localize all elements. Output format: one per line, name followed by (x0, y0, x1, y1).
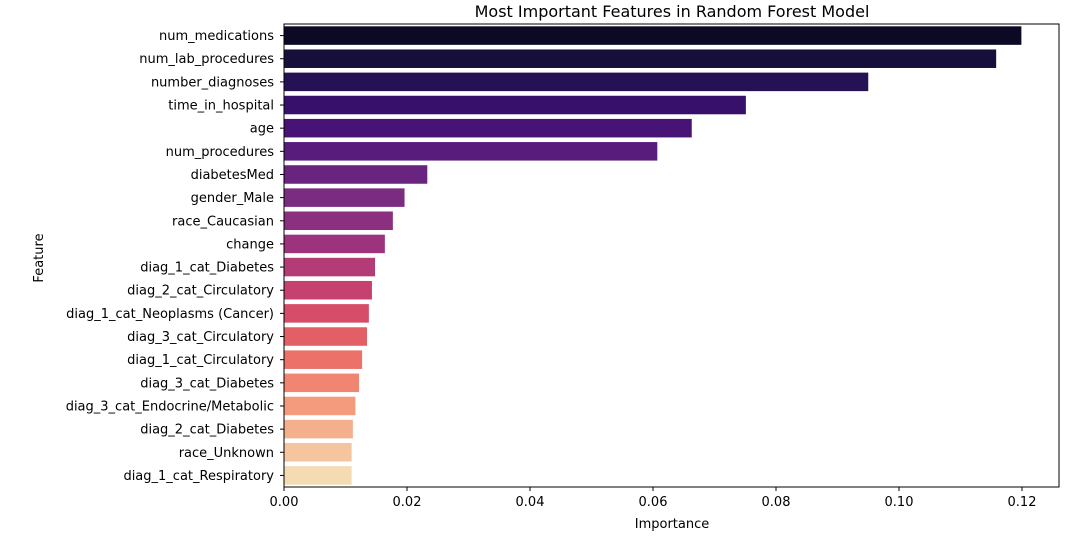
y-tick-label: diag_3_cat_Endocrine/Metabolic (66, 399, 274, 414)
plot-frame (283, 23, 1060, 488)
bar (284, 188, 405, 207)
y-tick-label: time_in_hospital (168, 99, 274, 114)
bar (284, 234, 385, 254)
y-tick-label: num_medications (159, 29, 274, 44)
bar (284, 95, 746, 115)
bar (284, 466, 352, 485)
bar (284, 396, 356, 416)
bar (284, 327, 368, 346)
x-tick-labels: 0.00 0.02 0.04 0.06 0.08 0.10 0.12 (270, 487, 1037, 510)
bar (284, 304, 369, 323)
y-tick-label: diag_1_cat_Circulatory (127, 353, 274, 368)
y-tick-label: diag_3_cat_Circulatory (127, 330, 274, 345)
y-tick-label: change (226, 237, 274, 252)
y-tick-label: diag_1_cat_Respiratory (123, 469, 274, 484)
y-tick-label: diag_2_cat_Circulatory (127, 284, 274, 299)
x-tick-label: 0.12 (1008, 495, 1037, 510)
bar (284, 373, 360, 393)
y-tick-label: diag_1_cat_Diabetes (140, 261, 274, 276)
y-tick-label: gender_Male (191, 191, 274, 206)
y-tick-label: race_Caucasian (172, 214, 274, 229)
x-tick-label: 0.02 (393, 495, 422, 510)
x-tick-label: 0.10 (885, 495, 914, 510)
x-tick-label: 0.06 (639, 495, 668, 510)
bar (284, 211, 393, 231)
bar (284, 257, 376, 277)
bar (284, 49, 997, 68)
x-tick-label: 0.04 (516, 495, 545, 510)
y-tick-label: diag_2_cat_Diabetes (140, 423, 274, 438)
bar (284, 142, 658, 161)
bar (284, 350, 363, 369)
y-tick-label: number_diagnoses (151, 75, 274, 90)
y-tick-label: race_Unknown (179, 446, 274, 461)
bars-group (284, 26, 1022, 485)
bar (284, 443, 352, 462)
y-tick-labels: num_medications num_lab_procedures number_… (66, 29, 284, 484)
y-tick-label: num_lab_procedures (139, 52, 274, 67)
x-tick-label: 0.08 (762, 495, 791, 510)
bar (284, 419, 353, 439)
bar (284, 72, 869, 92)
y-tick-label: diabetesMed (191, 168, 274, 183)
y-tick-label: diag_1_cat_Neoplasms (Cancer) (66, 307, 274, 322)
y-tick-label: num_procedures (166, 145, 275, 160)
y-tick-label: diag_3_cat_Diabetes (140, 376, 274, 391)
x-tick-label: 0.00 (270, 495, 299, 510)
y-tick-label: age (250, 122, 274, 137)
bar (284, 118, 692, 138)
x-axis-label: Importance (635, 517, 710, 532)
bar (284, 26, 1022, 45)
y-axis-label: Feature (32, 233, 47, 282)
bar (284, 165, 428, 184)
bar (284, 280, 372, 300)
chart-title: Most Important Features in Random Forest… (475, 2, 870, 21)
